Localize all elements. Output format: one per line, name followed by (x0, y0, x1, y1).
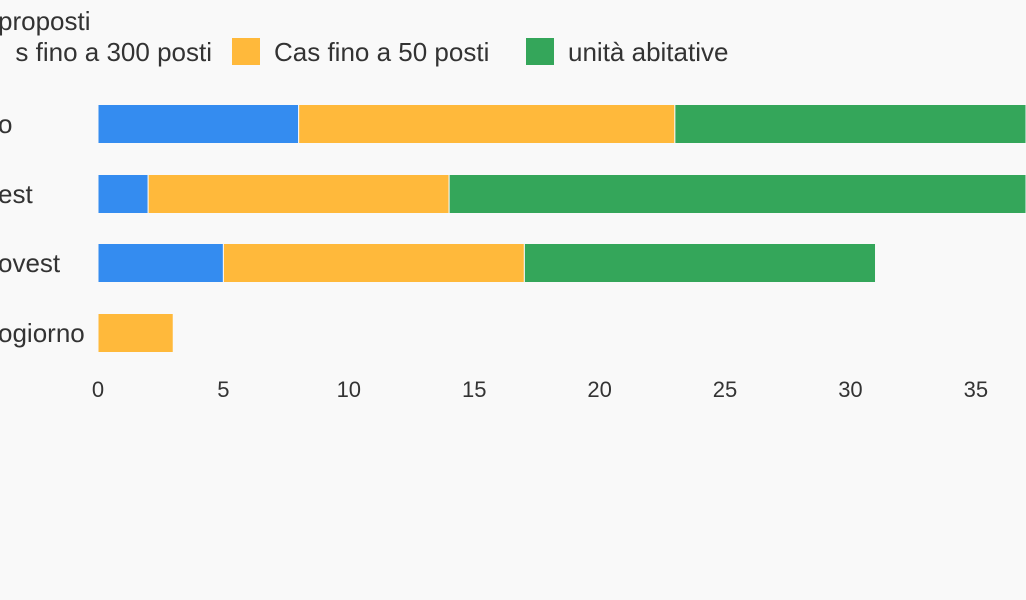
legend-label: s fino a 300 posti (15, 37, 212, 67)
x-tick-label: 30 (838, 377, 862, 402)
y-tick-label: est (0, 179, 33, 209)
x-tick-label: 0 (92, 377, 104, 402)
bar (97, 313, 174, 353)
bar (97, 104, 300, 144)
x-tick-label: 10 (337, 377, 361, 402)
x-tick-label: 15 (462, 377, 486, 402)
bar (448, 174, 1026, 214)
bar (523, 243, 877, 283)
legend-swatch (526, 38, 554, 65)
legend-label: Cas fino a 50 posti (274, 37, 489, 67)
x-tick-label: 35 (964, 377, 988, 402)
x-tick-label: 5 (217, 377, 229, 402)
bar (222, 243, 525, 283)
bar (97, 174, 149, 214)
bar (298, 104, 676, 144)
x-tick-label: 25 (713, 377, 737, 402)
y-tick-label: o (0, 109, 12, 139)
legend-label: unità abitative (568, 37, 728, 67)
y-tick-label: ovest (0, 248, 61, 278)
legend-swatch (232, 38, 260, 65)
y-tick-label: ogiorno (0, 318, 85, 348)
bar (97, 243, 224, 283)
bar (147, 174, 450, 214)
chart-title: proposti (0, 6, 91, 36)
x-tick-label: 20 (587, 377, 611, 402)
bar (674, 104, 1026, 144)
